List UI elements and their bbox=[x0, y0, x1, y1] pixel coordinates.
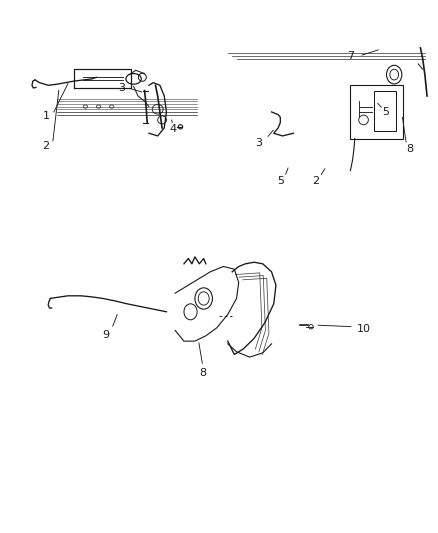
Text: 5: 5 bbox=[382, 107, 389, 117]
Text: 8: 8 bbox=[199, 368, 206, 378]
Text: 7: 7 bbox=[347, 51, 354, 61]
Text: 1: 1 bbox=[42, 111, 49, 121]
Bar bbox=[350, 85, 403, 139]
Text: 9: 9 bbox=[102, 330, 110, 340]
Text: 2: 2 bbox=[42, 141, 49, 150]
Ellipse shape bbox=[83, 105, 88, 108]
Text: 4: 4 bbox=[170, 124, 177, 134]
Text: 10: 10 bbox=[357, 324, 371, 334]
Text: 8: 8 bbox=[406, 144, 413, 154]
Ellipse shape bbox=[110, 105, 114, 108]
Text: 5: 5 bbox=[277, 176, 284, 186]
Ellipse shape bbox=[96, 105, 101, 108]
Text: 3: 3 bbox=[118, 83, 125, 93]
Ellipse shape bbox=[309, 325, 313, 329]
Text: 3: 3 bbox=[255, 138, 262, 148]
Bar bbox=[374, 91, 396, 131]
Text: 2: 2 bbox=[312, 176, 319, 186]
